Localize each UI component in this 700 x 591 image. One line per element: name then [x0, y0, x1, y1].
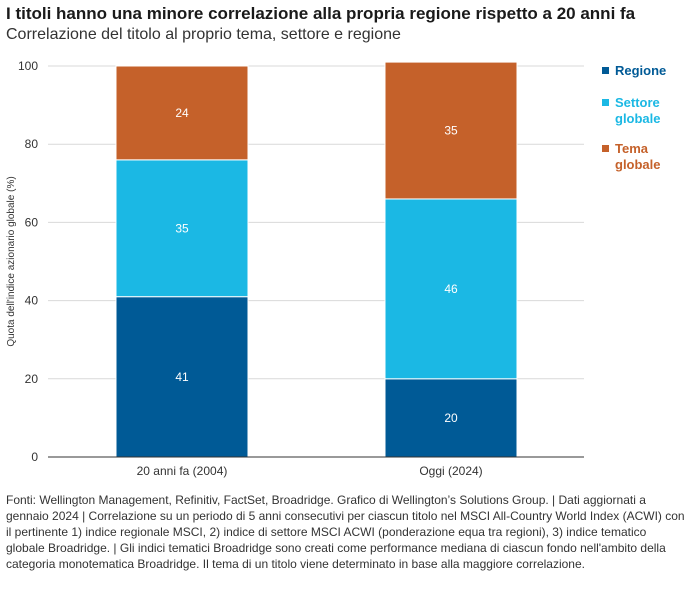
data-label: 41 — [175, 370, 189, 384]
legend-label-line: Settore — [615, 95, 660, 110]
x-tick-label: Oggi (2024) — [419, 464, 482, 478]
chart-subtitle: Correlazione del titolo al proprio tema,… — [6, 26, 401, 43]
axes: 0 20 40 60 80 100 Quota dell'indice azionario … — [6, 59, 584, 478]
legend-label: Regione — [615, 63, 666, 78]
legend-swatch — [602, 99, 609, 106]
legend-swatch — [602, 67, 609, 74]
y-tick-label: 80 — [25, 137, 39, 151]
x-tick-label: 20 anni fa (2004) — [137, 464, 228, 478]
bars: 41 35 24 20 46 35 — [115, 61, 518, 458]
data-label: 35 — [175, 221, 189, 235]
y-axis-title: Quota dell'indice azionario globale (%) — [6, 176, 17, 346]
legend-swatch — [602, 145, 609, 152]
data-label: 46 — [444, 282, 458, 296]
data-label: 20 — [444, 411, 458, 425]
bar-segment — [115, 65, 249, 161]
y-tick-label: 20 — [25, 372, 39, 386]
data-label: 35 — [444, 124, 458, 138]
stacked-bar-chart: 41 35 24 20 46 35 0 20 40 60 80 100 Quota dell'indi… — [6, 59, 666, 478]
y-tick-label: 40 — [25, 294, 39, 308]
y-tick-label: 0 — [31, 450, 38, 464]
source-footnote: Fonti: Wellington Management, Refinitiv,… — [6, 493, 685, 571]
bar-segment — [115, 296, 249, 458]
legend-label-line: globale — [615, 111, 661, 126]
data-label: 24 — [175, 106, 189, 120]
bar-segment — [115, 159, 249, 298]
y-tick-label: 60 — [25, 215, 39, 229]
y-tick-label: 100 — [18, 59, 38, 73]
legend-label: Tema globale — [615, 141, 661, 172]
legend-label-line: globale — [615, 157, 661, 172]
legend-label: Settore globale — [615, 95, 661, 126]
legend-label-line: Regione — [615, 63, 666, 78]
bar-segment — [384, 61, 518, 200]
legend-label-line: Tema — [615, 141, 649, 156]
chart-title: I titoli hanno una minore correlazione a… — [6, 4, 636, 23]
